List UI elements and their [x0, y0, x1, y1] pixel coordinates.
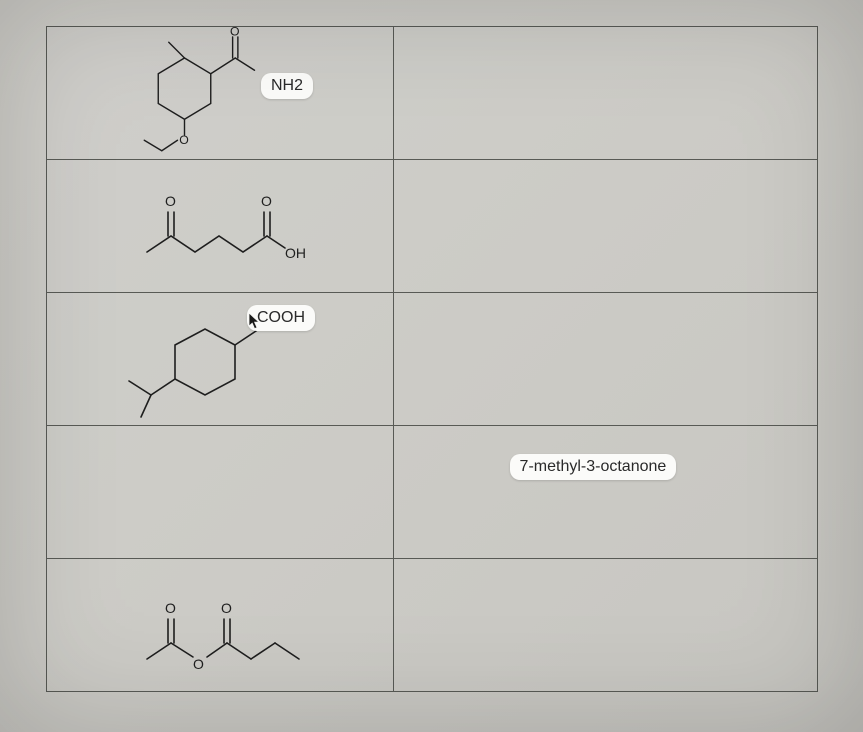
compound-name-pill: 7-methyl-3-octanone	[510, 454, 677, 480]
cell-r1-answer[interactable]	[393, 27, 817, 160]
structure-row1: O O	[107, 23, 367, 163]
cell-r3-structure: COOH	[47, 293, 394, 426]
structure-table: O O NH2	[46, 26, 818, 692]
cell-r2-answer[interactable]	[393, 160, 817, 293]
cell-r4-name: 7-methyl-3-octanone	[393, 426, 817, 559]
o-label-2: O	[221, 600, 232, 616]
cell-r5-structure: O O O	[47, 559, 394, 692]
o-label-ether: O	[179, 133, 189, 147]
cell-r5-answer[interactable]	[393, 559, 817, 692]
o-bridge-label: O	[193, 656, 204, 672]
o-label-ketone: O	[165, 193, 176, 209]
structure-row2: O O OH	[127, 176, 367, 286]
cell-r2-structure: O O OH	[47, 160, 394, 293]
o-label-acid: O	[261, 193, 272, 209]
oh-label: OH	[285, 245, 306, 261]
mouse-cursor-icon	[248, 312, 262, 330]
o-label-carbonyl: O	[230, 24, 240, 38]
nh2-label-pill: NH2	[261, 73, 313, 99]
structure-row5: O O O	[127, 579, 367, 689]
cell-r1-structure: O O NH2	[47, 27, 394, 160]
o-label-1: O	[165, 600, 176, 616]
cell-r3-answer[interactable]	[393, 293, 817, 426]
cell-r4-structure[interactable]	[47, 426, 394, 559]
